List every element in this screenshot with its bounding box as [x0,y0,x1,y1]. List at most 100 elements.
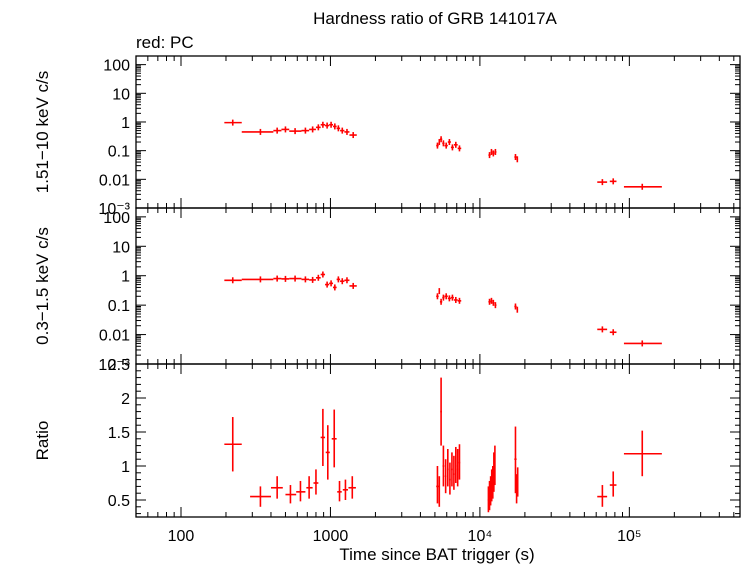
data-point [436,142,439,149]
data-point [349,282,357,289]
panel-soft-band: 100 10 1 0.1 0.01 10⁻³ 0.3−1.5 keV c/s [33,207,741,374]
data-point [453,296,458,303]
data-point [309,276,316,283]
data-point [224,119,242,126]
data-point [447,295,451,302]
data-point [309,126,316,133]
y-tick-label: 10 [112,239,130,256]
data-point [289,128,302,135]
data-point [320,408,326,466]
data-point [250,486,271,507]
data-point [285,485,297,504]
data-point [336,276,341,283]
data-point [450,294,454,301]
data-point [451,452,453,487]
y-tick-label: 2.5 [108,357,130,374]
data-point [325,425,330,480]
plot-frame-ratio [135,363,741,518]
data-point [442,445,445,487]
y-tick-label: 0.1 [108,298,130,315]
data-point [329,121,333,128]
data-point [446,449,449,487]
data-point [455,446,457,483]
data-point [289,275,302,282]
y-tick-label: 100 [103,58,130,75]
data-point [320,271,326,278]
x-tick-label: 10⁵ [617,528,641,545]
data-point [442,294,445,301]
data-point [438,288,441,295]
data-point [444,293,448,300]
data-point [320,121,326,128]
data-point [447,139,451,146]
data-point [449,462,451,495]
data-point [439,298,443,305]
data-point [241,128,274,135]
data-point [514,303,517,310]
data-point [296,480,306,502]
data-point [348,476,356,499]
data-point [516,156,519,163]
data-point [597,179,608,186]
data-point [273,127,282,134]
y-tick-label: 10 [112,86,130,103]
data-point [492,150,495,157]
data-point [224,277,242,284]
y-tick-label: 10⁻³ [98,201,130,218]
data-point [332,123,337,130]
data-point [458,444,461,480]
y-tick-label: 1.5 [108,425,130,442]
y-tick-label: 2 [121,391,130,408]
data-point [349,132,357,139]
data-point [623,340,662,347]
data-point [340,278,345,285]
data-point [325,122,330,129]
data-point [329,280,333,287]
y-tick-label: 1 [121,115,130,132]
y-tick-label: 0.5 [108,493,130,510]
data-point [281,126,290,133]
x-tick-label: 10⁴ [468,528,493,545]
x-tick-label: 1000 [313,528,349,545]
data-point [342,479,348,500]
data-point [440,377,442,446]
data-point [609,471,617,497]
data-point [306,476,313,499]
data-point [332,284,337,291]
data-point [516,306,519,313]
panel-hard-band: 100 10 1 0.1 0.01 10⁻³ 1.51−10 keV c/s [33,55,741,218]
y-tick-label: 0.01 [99,328,130,345]
y-tick-label: 0.1 [108,144,130,161]
data-point [597,485,608,507]
data-point [438,139,441,146]
panel-ratio: 0.5 1 1.5 2 2.5 Ratio 100 1000 10⁴ 10⁵ [33,357,741,545]
data-point [457,145,462,152]
data-point [224,417,242,472]
data-point [340,127,345,134]
data-point [514,426,517,494]
y-axis-label-hard: 1.51−10 keV c/s [33,71,52,193]
data-point [623,430,662,477]
data-point [325,281,330,288]
plot-frame-soft [135,207,741,365]
y-tick-label: 0.01 [99,172,130,189]
data-point [494,302,497,309]
x-tick-label: 100 [168,528,195,545]
y-axis-label-ratio: Ratio [33,421,52,461]
data-point [281,275,290,282]
data-point [453,455,455,490]
data-point [313,469,319,495]
data-point [442,140,445,147]
data-point [436,293,439,300]
y-tick-label: 1 [121,269,130,286]
y-tick-label: 100 [103,210,130,227]
data-point [331,409,337,468]
x-axis-label: Time since BAT trigger (s) [339,545,534,564]
data-point [597,326,608,333]
data-point [439,136,443,143]
data-point [444,142,448,149]
data-point [623,183,662,190]
data-point [494,148,497,155]
data-point [456,449,459,487]
data-point [457,297,462,304]
